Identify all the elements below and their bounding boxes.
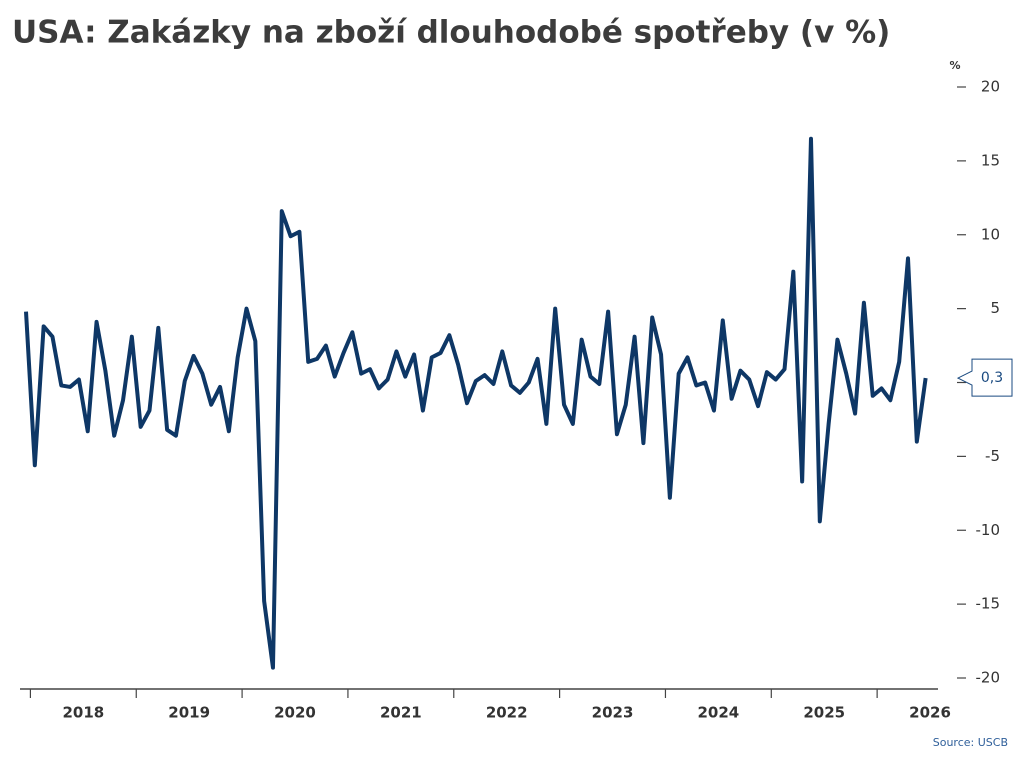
chart-title: USA: Zakázky na zboží dlouhodobé spotřeb… <box>12 15 890 51</box>
y-tick-label: -20 <box>976 669 1001 687</box>
y-tick-label: 15 <box>981 151 1000 169</box>
y-axis-unit: % <box>949 59 960 72</box>
x-tick-label: 2018 <box>62 704 104 722</box>
x-tick-label: 2026 <box>909 704 951 722</box>
x-tick-label: 2023 <box>592 704 634 722</box>
y-tick-label: -10 <box>976 521 1001 539</box>
x-tick-label: 2024 <box>697 704 739 722</box>
data-line <box>24 136 928 670</box>
x-tick-label: 2020 <box>274 704 316 722</box>
y-tick-label: 5 <box>990 299 1000 317</box>
x-tick-label: 2025 <box>803 704 845 722</box>
y-tick-label: 20 <box>981 78 1000 96</box>
x-tick-label: 2022 <box>486 704 528 722</box>
y-tick-label: -15 <box>976 595 1001 613</box>
y-tick-label: -5 <box>985 447 1000 465</box>
callout-box <box>956 358 1013 397</box>
value-label: 0,3 <box>981 370 1003 386</box>
y-tick-label: 10 <box>981 225 1000 243</box>
source: Source: USCB <box>933 736 1008 749</box>
x-tick-label: 2021 <box>380 704 422 722</box>
x-tick-label: 2019 <box>168 704 210 722</box>
